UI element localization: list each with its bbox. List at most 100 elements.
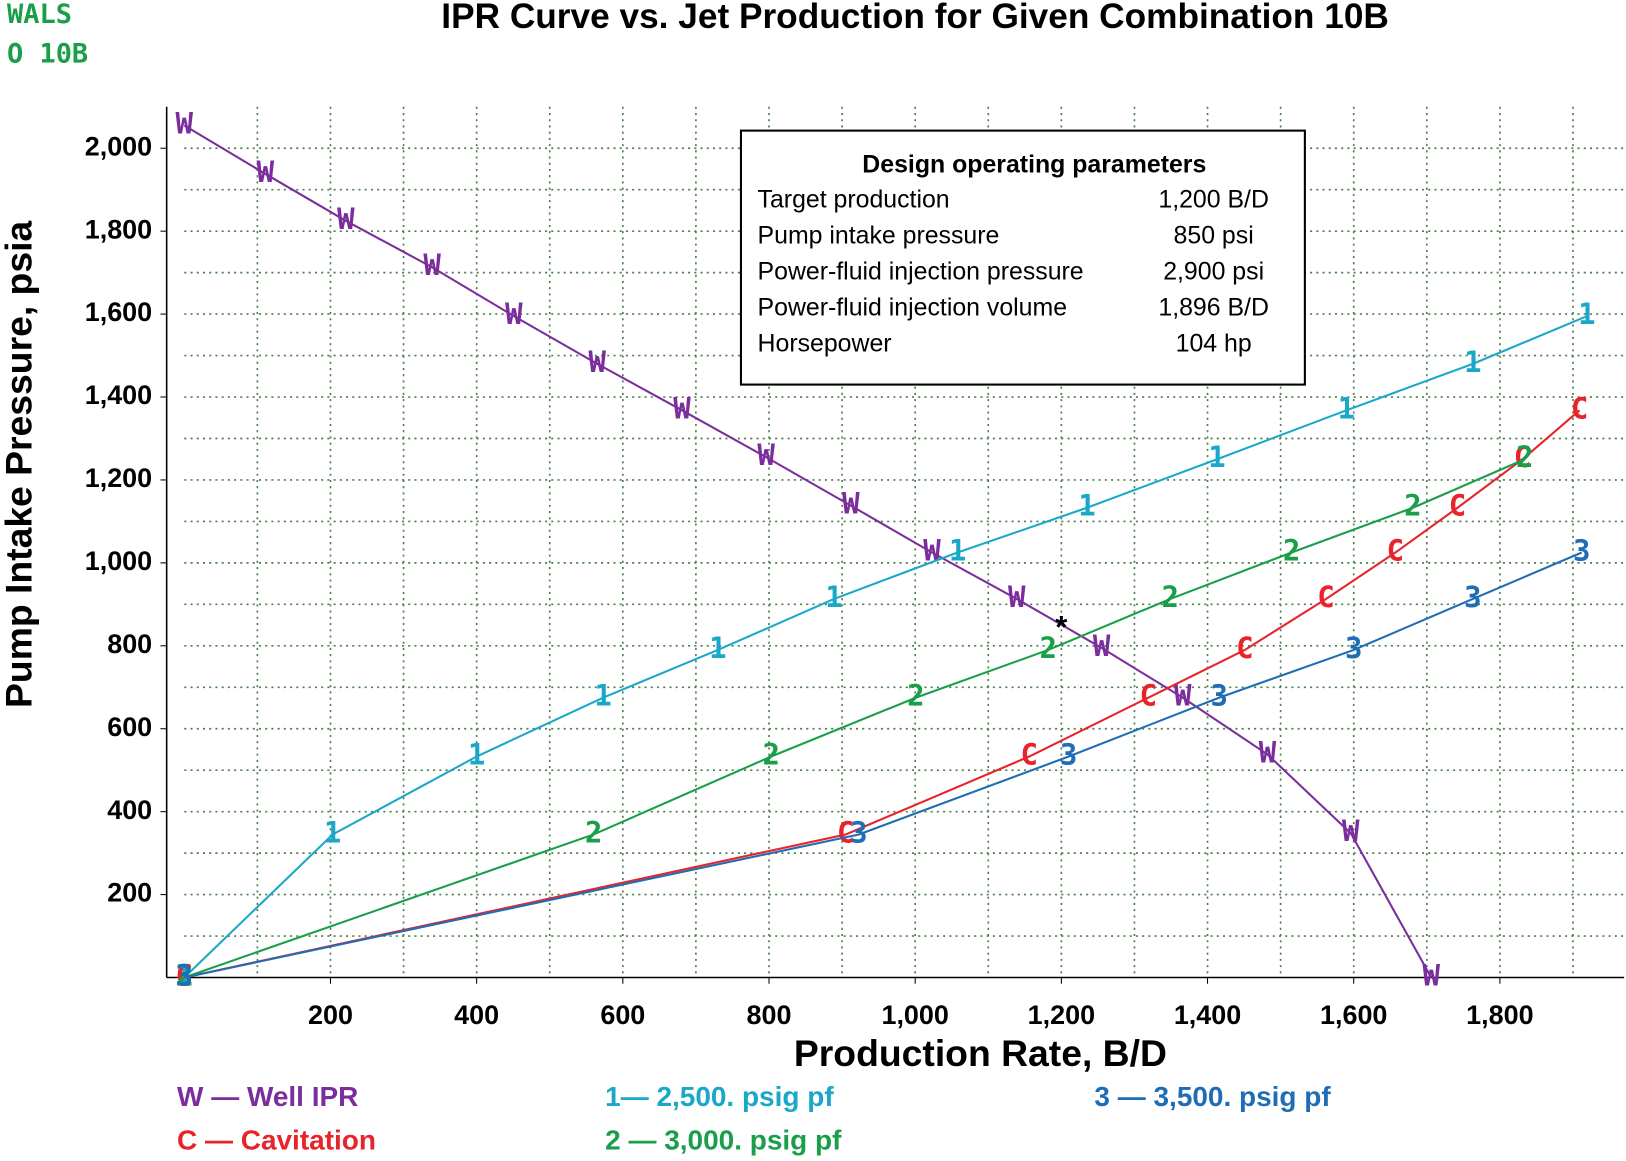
data-marker: 2 bbox=[1162, 580, 1179, 614]
data-marker: W bbox=[923, 534, 941, 568]
box-label: Horsepower bbox=[758, 330, 892, 358]
x-axis-title: Production Rate, B/D bbox=[794, 1032, 1167, 1074]
legend-entry: 2 — 3,000. psig pf bbox=[605, 1125, 842, 1156]
data-marker: 1 bbox=[594, 679, 611, 713]
parameters-box bbox=[739, 129, 1306, 386]
data-marker: C bbox=[1236, 631, 1253, 665]
y-tick-label: 1,600 bbox=[85, 297, 152, 327]
data-marker: W bbox=[1422, 959, 1440, 993]
data-marker: 2 bbox=[1039, 631, 1056, 665]
data-marker: C bbox=[1140, 679, 1157, 713]
data-marker: 1 bbox=[709, 631, 726, 665]
y-tick-label: 2,000 bbox=[85, 131, 152, 161]
y-tick-label: 1,000 bbox=[85, 546, 152, 576]
data-marker: 1 bbox=[825, 580, 842, 614]
data-marker: 3 bbox=[176, 959, 193, 993]
box-value: 850 psi bbox=[1174, 222, 1254, 250]
y-tick-label: 1,400 bbox=[85, 380, 152, 410]
data-marker: 3 bbox=[1345, 631, 1362, 665]
data-marker: C bbox=[176, 959, 193, 993]
series-line bbox=[183, 458, 1526, 979]
data-marker: C bbox=[1514, 440, 1531, 474]
x-tick-label: 1,600 bbox=[1320, 1000, 1387, 1030]
data-marker: 3 bbox=[1060, 738, 1077, 772]
series-line bbox=[183, 315, 1588, 979]
box-value: 1,200 B/D bbox=[1158, 186, 1269, 214]
data-marker: W bbox=[257, 155, 275, 189]
data-marker: W bbox=[423, 248, 441, 282]
data-marker: W bbox=[757, 438, 775, 472]
data-marker: W bbox=[842, 487, 860, 521]
legend-entry: C — Cavitation bbox=[177, 1125, 376, 1156]
legend-entry: 1— 2,500. psig pf bbox=[605, 1081, 834, 1112]
box-label: Pump intake pressure bbox=[758, 222, 1000, 250]
data-marker: W bbox=[589, 345, 607, 379]
box-value: 2,900 psi bbox=[1163, 258, 1264, 286]
x-tick-label: 800 bbox=[747, 1000, 792, 1030]
series-line bbox=[183, 124, 1433, 979]
data-marker: W bbox=[673, 391, 691, 425]
x-tick-label: 400 bbox=[454, 1000, 499, 1030]
data-marker: 1 bbox=[1464, 345, 1481, 379]
data-marker: 1 bbox=[1078, 489, 1095, 523]
y-tick-label: 800 bbox=[107, 629, 152, 659]
data-marker: W bbox=[1259, 735, 1277, 769]
data-marker: 3 bbox=[1573, 534, 1590, 568]
data-marker: 2 bbox=[176, 959, 193, 993]
y-tick-label: 1,200 bbox=[85, 463, 152, 493]
box-label: Power-fluid injection volume bbox=[758, 294, 1068, 322]
legend-entry: W — Well IPR bbox=[177, 1081, 358, 1112]
data-marker: 1 bbox=[1208, 440, 1225, 474]
data-marker: W bbox=[1008, 580, 1026, 614]
box-value: 104 hp bbox=[1176, 330, 1252, 358]
x-tick-label: 1,800 bbox=[1466, 1000, 1533, 1030]
series-line bbox=[184, 551, 1583, 979]
x-tick-label: 1,000 bbox=[881, 1000, 948, 1030]
y-tick-label: 200 bbox=[107, 878, 152, 908]
corner-label: WALS bbox=[7, 0, 72, 30]
data-marker: 1 bbox=[1578, 297, 1595, 331]
corner-label: O 10B bbox=[7, 38, 88, 69]
data-marker: 2 bbox=[762, 738, 779, 772]
x-tick-label: 1,400 bbox=[1174, 1000, 1241, 1030]
data-marker: 1 bbox=[1338, 391, 1355, 425]
data-marker: 1 bbox=[176, 959, 193, 993]
box-title: Design operating parameters bbox=[862, 150, 1206, 178]
data-marker: 2 bbox=[1404, 489, 1421, 523]
y-tick-label: 600 bbox=[107, 712, 152, 742]
data-marker: 2 bbox=[907, 679, 924, 713]
y-tick-label: 400 bbox=[107, 795, 152, 825]
data-marker: 1 bbox=[324, 815, 341, 849]
data-marker: W bbox=[505, 297, 523, 331]
data-marker: 1 bbox=[949, 534, 966, 568]
data-marker: C bbox=[1449, 489, 1466, 523]
data-marker: W bbox=[1342, 814, 1360, 848]
x-tick-label: 1,200 bbox=[1028, 1000, 1095, 1030]
box-value: 1,896 B/D bbox=[1158, 294, 1269, 322]
target-marker: * bbox=[1055, 609, 1068, 644]
chart-title: IPR Curve vs. Jet Production for Given C… bbox=[441, 0, 1389, 36]
y-axis-title: Pump Intake Pressure, psia bbox=[0, 221, 39, 708]
x-tick-label: 200 bbox=[308, 1000, 353, 1030]
series-line bbox=[184, 409, 1581, 979]
data-marker: 3 bbox=[1210, 679, 1227, 713]
data-marker: W bbox=[176, 106, 194, 140]
box-label: Power-fluid injection pressure bbox=[758, 258, 1084, 286]
box-label: Target production bbox=[758, 186, 950, 214]
data-marker: 3 bbox=[850, 815, 867, 849]
data-marker: C bbox=[837, 815, 854, 849]
data-marker: 2 bbox=[585, 815, 602, 849]
data-marker: W bbox=[337, 202, 355, 236]
legend-entry: 3 — 3,500. psig pf bbox=[1094, 1081, 1331, 1112]
data-marker: C bbox=[1387, 534, 1404, 568]
y-tick-label: 1,800 bbox=[85, 214, 152, 244]
data-marker: 2 bbox=[1283, 534, 1300, 568]
data-marker: C bbox=[1571, 391, 1588, 425]
data-marker: W bbox=[1093, 629, 1111, 663]
data-marker: 3 bbox=[1464, 580, 1481, 614]
data-marker: 2 bbox=[1516, 440, 1533, 474]
data-marker: C bbox=[1317, 580, 1334, 614]
data-marker: C bbox=[1020, 738, 1037, 772]
